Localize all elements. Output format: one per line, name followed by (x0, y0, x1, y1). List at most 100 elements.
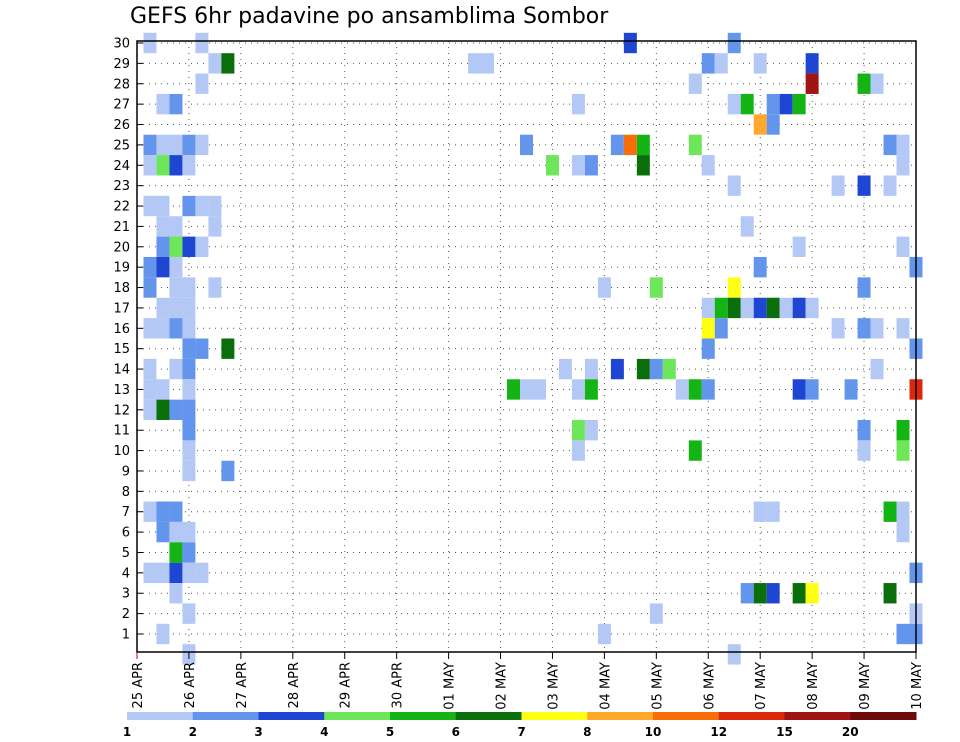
heatmap-cell (169, 277, 183, 298)
heatmap-cell (182, 521, 196, 543)
colorbar-swatch (127, 712, 194, 720)
heatmap-cell (545, 155, 559, 176)
heatmap-cell (221, 460, 235, 482)
heatmap-cell (844, 379, 858, 400)
colorbar-swatch (390, 712, 457, 720)
heatmap-cell (520, 134, 533, 156)
heatmap-cell (208, 53, 222, 74)
heatmap-cell (870, 73, 884, 94)
heatmap-cell (883, 134, 897, 156)
heatmap-cell (182, 318, 196, 339)
colorbar-label: 7 (517, 725, 525, 739)
heatmap-cell (520, 379, 533, 400)
heatmap-cell (792, 379, 806, 400)
y-tick-label: 2 (122, 607, 130, 622)
heatmap-cell (584, 420, 598, 441)
heatmap-cell (156, 134, 170, 156)
heatmap-cell (182, 195, 196, 217)
heatmap-cell (195, 236, 209, 257)
heatmap-cell (507, 379, 520, 400)
colorbar-swatch (455, 712, 522, 720)
heatmap-cell (143, 501, 157, 522)
x-tick-label: 05 MAY (650, 662, 665, 710)
heatmap-cell (169, 297, 183, 319)
colorbar-swatch (850, 712, 917, 720)
heatmap-cell (649, 277, 663, 298)
heatmap-cell (182, 379, 196, 400)
heatmap-cell (727, 277, 741, 298)
heatmap-cell (740, 216, 754, 237)
heatmap-cell (896, 420, 910, 441)
x-axis: 25 APR 26 APR 27 APR 28 APR 29 APR 30 APR 01 M… (131, 652, 925, 710)
heatmap-cell (584, 155, 598, 176)
heatmap-cell (182, 440, 196, 461)
heatmap-cell (571, 420, 585, 441)
heatmap-cell (766, 501, 780, 522)
heatmap-cell (169, 358, 183, 380)
heatmap-cell (805, 73, 819, 94)
heatmap-cell (792, 236, 806, 257)
heatmap-cell (156, 562, 170, 584)
colorbar-swatch (587, 712, 654, 720)
colorbar-swatch (653, 712, 720, 720)
y-tick-label: 30 (113, 37, 130, 52)
heatmap-cell (182, 562, 196, 584)
heatmap-cell (727, 644, 741, 665)
colorbar: 1 2 3 4 5 6 7 8 10 12 15 20 (123, 712, 917, 739)
y-tick-label: 4 (122, 566, 130, 581)
heatmap-cell (195, 32, 209, 54)
heatmap-cell (766, 114, 780, 135)
heatmap-cell (649, 603, 663, 624)
heatmap-cell (532, 379, 546, 400)
y-tick-label: 18 (113, 281, 130, 296)
heatmap-cell (779, 93, 793, 115)
x-tick-label: 09 MAY (858, 662, 873, 710)
heatmap-cell (143, 277, 157, 298)
heatmap-cell (857, 277, 871, 298)
y-axis: 1234567891011121314151617181920212223242… (113, 37, 143, 643)
heatmap-cell (571, 155, 585, 176)
heatmap-cell (156, 501, 170, 522)
heatmap-cell (766, 297, 780, 319)
heatmap-cell (792, 93, 806, 115)
heatmap-cell (208, 216, 222, 237)
heatmap-cell (143, 155, 157, 176)
y-tick-label: 21 (113, 220, 130, 235)
x-tick-label: 28 APR (287, 662, 302, 708)
y-tick-label: 16 (113, 322, 130, 337)
heatmap-cell (208, 195, 222, 217)
heatmap-cell (701, 297, 715, 319)
y-tick-label: 26 (113, 118, 130, 133)
heatmap-cell (182, 134, 196, 156)
heatmap-cell (753, 256, 767, 278)
heatmap-cell (779, 297, 793, 319)
colorbar-label: 5 (386, 725, 394, 739)
heatmap-cell (649, 358, 663, 380)
heatmap-cell (169, 501, 183, 522)
x-tick-label: 29 APR (339, 662, 354, 708)
heatmap-cell (727, 32, 741, 54)
heatmap-cell (701, 379, 715, 400)
heatmap-cell (156, 399, 170, 421)
heatmap-cell (857, 73, 871, 94)
heatmap-cell (753, 53, 767, 74)
y-tick-label: 29 (113, 57, 130, 72)
heatmap-cell (571, 379, 585, 400)
heatmap-cell (714, 297, 728, 319)
heatmap-cell (169, 562, 183, 584)
heatmap-cell (156, 236, 170, 257)
colorbar-swatch (521, 712, 588, 720)
heatmap-cell (169, 583, 183, 604)
x-tick-label: 10 MAY (910, 662, 925, 710)
heatmap-cell (195, 73, 209, 94)
heatmap-cell (896, 134, 910, 156)
x-tick-label: 02 MAY (495, 662, 510, 710)
heatmap-cell (688, 440, 702, 461)
heatmap-cell (688, 134, 702, 156)
y-tick-label: 19 (113, 261, 130, 276)
heatmap-cell (662, 358, 676, 380)
heatmap-cell (870, 318, 884, 339)
heatmap-cell (143, 379, 157, 400)
heatmap-cell (169, 542, 183, 563)
